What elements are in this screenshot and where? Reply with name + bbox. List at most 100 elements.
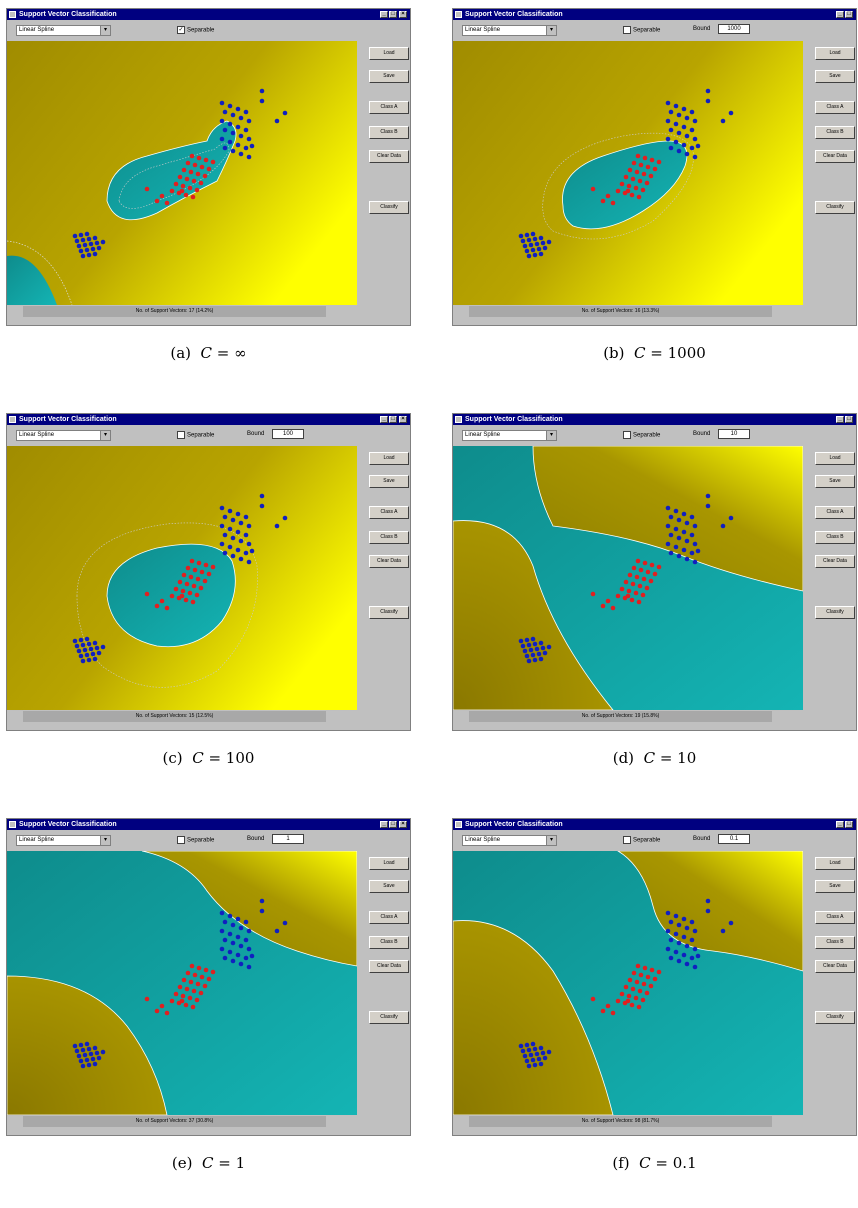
class-b-button[interactable]: Class B [369, 531, 409, 544]
clear-data-button[interactable]: Clear Data [369, 150, 409, 163]
class-b-point [665, 100, 671, 106]
minimize-icon[interactable]: _ [836, 11, 844, 18]
bound-input[interactable]: 100 [272, 429, 304, 439]
separable-checkbox[interactable]: Separable [177, 836, 214, 844]
classification-plot[interactable] [453, 41, 803, 305]
load-button[interactable]: Load [369, 452, 409, 465]
save-button[interactable]: Save [815, 880, 855, 893]
separable-checkbox[interactable]: Separable [623, 26, 660, 34]
classification-plot[interactable] [7, 446, 357, 710]
minimize-icon[interactable]: _ [380, 11, 388, 18]
chevron-down-icon[interactable]: ▾ [100, 431, 110, 440]
classify-button[interactable]: Classify [369, 201, 409, 214]
class-a-button[interactable]: Class A [369, 506, 409, 519]
load-button[interactable]: Load [369, 47, 409, 60]
classification-plot[interactable] [7, 851, 357, 1115]
classification-plot[interactable] [7, 41, 357, 305]
checkbox-box[interactable] [177, 836, 185, 844]
chevron-down-icon[interactable]: ▾ [546, 836, 556, 845]
class-a-button[interactable]: Class A [369, 101, 409, 114]
classify-button[interactable]: Classify [369, 606, 409, 619]
kernel-select[interactable]: Linear Spline ▾ [16, 430, 111, 441]
separable-label: Separable [633, 432, 661, 439]
bound-input[interactable]: 1 [272, 834, 304, 844]
title-bar[interactable]: Support Vector Classification _ □ [453, 819, 856, 830]
close-icon[interactable]: × [399, 416, 407, 423]
kernel-select[interactable]: Linear Spline ▾ [16, 835, 111, 846]
maximize-icon[interactable]: □ [845, 821, 853, 828]
bound-input[interactable]: 0.1 [718, 834, 750, 844]
title-bar[interactable]: Support Vector Classification _ □ [453, 9, 856, 20]
checkbox-box[interactable] [623, 836, 631, 844]
classify-button[interactable]: Classify [815, 606, 855, 619]
maximize-icon[interactable]: □ [389, 11, 397, 18]
title-bar[interactable]: Support Vector Classification _ □ × [7, 819, 410, 830]
save-button[interactable]: Save [369, 475, 409, 488]
class-b-point [282, 110, 288, 116]
kernel-select[interactable]: Linear Spline ▾ [462, 835, 557, 846]
close-icon[interactable]: × [399, 11, 407, 18]
clear-data-button[interactable]: Clear Data [369, 555, 409, 568]
title-bar[interactable]: Support Vector Classification _ □ × [7, 9, 410, 20]
maximize-icon[interactable]: □ [389, 416, 397, 423]
title-bar[interactable]: Support Vector Classification _ □ [453, 414, 856, 425]
checkbox-box[interactable] [623, 26, 631, 34]
minimize-icon[interactable]: _ [836, 821, 844, 828]
class-a-button[interactable]: Class A [815, 506, 855, 519]
classification-plot[interactable] [453, 446, 803, 710]
checkbox-box[interactable] [623, 431, 631, 439]
clear-data-button[interactable]: Clear Data [815, 150, 855, 163]
class-b-button[interactable]: Class B [815, 126, 855, 139]
class-a-point [179, 593, 185, 599]
class-b-button[interactable]: Class B [815, 936, 855, 949]
kernel-select[interactable]: Linear Spline ▾ [16, 25, 111, 36]
clear-data-button[interactable]: Clear Data [815, 555, 855, 568]
separable-checkbox[interactable]: Separable [623, 431, 660, 439]
separable-checkbox[interactable]: ✓ Separable [177, 26, 214, 34]
class-b-button[interactable]: Class B [815, 531, 855, 544]
class-b-point [676, 922, 682, 928]
minimize-icon[interactable]: _ [380, 821, 388, 828]
clear-data-button[interactable]: Clear Data [369, 960, 409, 973]
class-a-button[interactable]: Class A [815, 911, 855, 924]
maximize-icon[interactable]: □ [845, 416, 853, 423]
classify-button[interactable]: Classify [815, 1011, 855, 1024]
class-a-button[interactable]: Class A [815, 101, 855, 114]
close-icon[interactable]: × [399, 821, 407, 828]
separable-checkbox[interactable]: Separable [623, 836, 660, 844]
classification-plot[interactable] [453, 851, 803, 1115]
minimize-icon[interactable]: _ [836, 416, 844, 423]
kernel-select[interactable]: Linear Spline ▾ [462, 430, 557, 441]
maximize-icon[interactable]: □ [845, 11, 853, 18]
chevron-down-icon[interactable]: ▾ [546, 26, 556, 35]
clear-data-button[interactable]: Clear Data [815, 960, 855, 973]
kernel-select[interactable]: Linear Spline ▾ [462, 25, 557, 36]
class-b-point [235, 934, 241, 940]
chevron-down-icon[interactable]: ▾ [100, 26, 110, 35]
save-button[interactable]: Save [369, 70, 409, 83]
maximize-icon[interactable]: □ [389, 821, 397, 828]
save-button[interactable]: Save [369, 880, 409, 893]
chevron-down-icon[interactable]: ▾ [546, 431, 556, 440]
chevron-down-icon[interactable]: ▾ [100, 836, 110, 845]
separable-checkbox[interactable]: Separable [177, 431, 214, 439]
checkbox-box[interactable] [177, 431, 185, 439]
load-button[interactable]: Load [815, 452, 855, 465]
load-button[interactable]: Load [369, 857, 409, 870]
title-bar[interactable]: Support Vector Classification _ □ × [7, 414, 410, 425]
load-button[interactable]: Load [815, 857, 855, 870]
bound-input[interactable]: 10 [718, 429, 750, 439]
save-button[interactable]: Save [815, 475, 855, 488]
bound-input[interactable]: 1000 [718, 24, 750, 34]
minimize-icon[interactable]: _ [380, 416, 388, 423]
caption-value: = 10 [655, 749, 697, 767]
save-button[interactable]: Save [815, 70, 855, 83]
class-b-button[interactable]: Class B [369, 936, 409, 949]
checkbox-box[interactable]: ✓ [177, 26, 185, 34]
class-b-point [528, 242, 534, 248]
class-b-button[interactable]: Class B [369, 126, 409, 139]
classify-button[interactable]: Classify [815, 201, 855, 214]
class-a-button[interactable]: Class A [369, 911, 409, 924]
load-button[interactable]: Load [815, 47, 855, 60]
classify-button[interactable]: Classify [369, 1011, 409, 1024]
